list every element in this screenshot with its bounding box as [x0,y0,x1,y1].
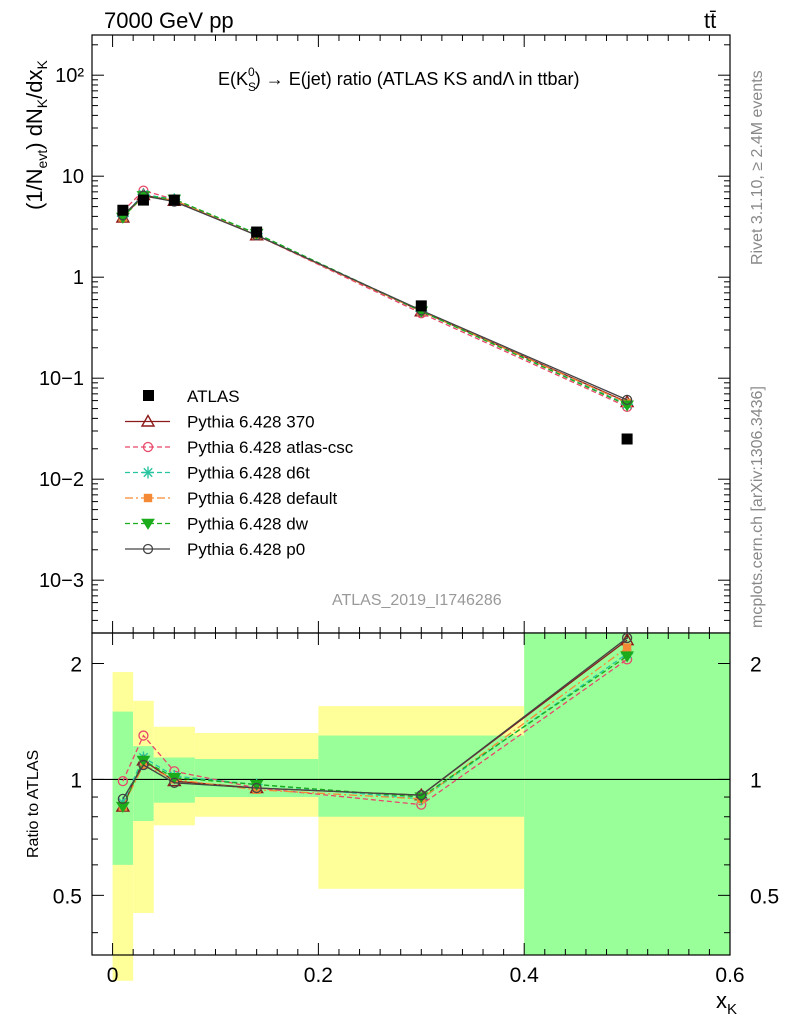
legend-atlas-label: ATLAS [187,387,240,406]
x-tick-label: 0.4 [510,964,540,987]
data-point [621,433,633,445]
main-y-tick-label: 10−2 [39,469,84,491]
ratio-y-tick-label-left: 0.5 [53,885,82,908]
ratio-y-tick-label-right: 1 [750,769,762,792]
series-ratio [117,632,633,805]
process-label: tt̄ [704,8,716,33]
x-tick-label: 0 [107,964,119,987]
legend-label: Pythia 6.428 370 [187,413,315,432]
main-y-tick-label: 10−3 [39,570,84,592]
point [142,441,154,453]
point [138,759,149,771]
series-main [115,191,634,412]
point [142,543,154,555]
main-y-tick-label: 10² [55,65,84,87]
x-tick-label: 0.2 [304,964,333,987]
ratio-y-tick-label-right: 2 [750,653,762,676]
series-main [118,192,632,408]
x-tick-label: 0.6 [715,964,744,987]
energy-label: 7000 GeV pp [104,8,234,33]
point [621,394,633,406]
title-sub: S [248,80,256,94]
band-inner [112,711,134,865]
series-main [117,190,633,406]
series-main [117,185,633,413]
series-line [122,189,628,408]
y-axis-title-main: (1/Nevt) dNK/dxK [22,59,50,210]
point [117,793,129,805]
rivet-label: Rivet 3.1.10, ≥ 2.4M events [749,70,766,265]
legend-label: Pythia 6.428 default [187,489,338,508]
series-line [122,195,628,406]
legend-label: Pythia 6.428 p0 [187,540,305,559]
main-y-tick-label: 10−1 [39,368,84,390]
legend-label: Pythia 6.428 atlas-csc [187,438,354,457]
x-axis-title: xK [716,988,737,1018]
ratio-y-tick-label-right: 0.5 [750,885,779,908]
atlas-data [117,194,633,445]
point [143,493,153,503]
data-point [137,194,149,206]
point [620,651,634,663]
plot-title: E(KS0) → E(jet) ratio (ATLAS KS andΛ in … [218,65,580,94]
band-inner [524,633,730,955]
legend: ATLAS Pythia 6.428 370 Pythia 6.428 atlas-… [125,387,354,559]
mcplots-label: mcplots.cern.ch [arXiv:1306.3436] [749,386,766,628]
point [138,730,149,741]
title-suffix: ) → E(jet) ratio (ATLAS KS andΛ in ttbar… [255,69,580,89]
point [140,414,156,427]
legend-atlas-marker [143,390,154,401]
series-line [122,658,628,806]
main-y-tick-label: 10 [62,166,84,188]
series-line [122,637,628,800]
point [416,790,427,801]
point [622,643,632,652]
data-point [415,300,427,312]
legend-label: Pythia 6.428 dw [187,515,309,534]
point [621,632,633,644]
y-axis-title-ratio: Ratio to ATLAS [25,750,42,858]
ratio-panel: 0.5 0.5 1 1 2 2 0 0.2 0.4 0.6 [53,632,779,987]
main-panel: 10−3 10−2 10−1 1 10 10² [39,34,731,634]
point [169,777,180,788]
title-sup: 0 [248,65,255,79]
analysis-id: ATLAS_2019_I1746286 [332,592,502,609]
series-line [122,647,628,807]
legend-label: Pythia 6.428 d6t [187,464,310,483]
main-y-tick-label: 1 [73,267,84,289]
point [115,801,130,813]
data-point [168,194,180,206]
ratio-y-tick-label-left: 2 [70,653,82,676]
ratio-y-tick-label-left: 1 [70,769,82,792]
data-point [117,204,129,216]
point [251,782,262,794]
point [141,518,155,530]
series-main [116,188,634,411]
ratio-frame [91,632,731,956]
title-prefix: E(K [218,69,248,89]
data-point [251,226,263,238]
point [142,466,154,479]
point [117,775,129,787]
